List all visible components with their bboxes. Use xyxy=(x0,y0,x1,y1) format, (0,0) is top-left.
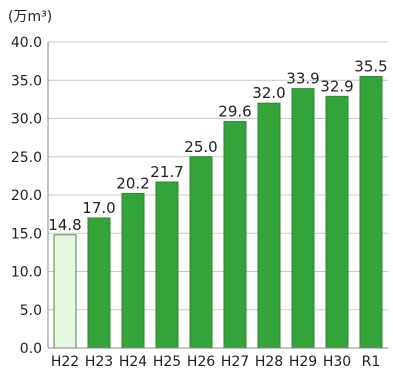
bar-value-label: 32.0 xyxy=(252,84,285,102)
y-tick-label: 15.0 xyxy=(11,226,42,242)
y-tick-label: 35.0 xyxy=(11,73,42,89)
bar-value-label: 29.6 xyxy=(218,103,251,121)
bar-h24 xyxy=(121,192,145,349)
bar-value-label: 20.2 xyxy=(116,174,149,192)
bar-value-label: 33.9 xyxy=(286,70,319,88)
y-tick-label: 30.0 xyxy=(11,112,42,128)
x-category-label: H22 xyxy=(51,354,79,370)
y-tick-label: 40.0 xyxy=(11,35,42,51)
bar-value-label: 35.5 xyxy=(354,57,387,75)
bar-value-label: 32.9 xyxy=(320,77,353,95)
bar-value-label: 17.0 xyxy=(82,199,115,217)
x-category-label: H24 xyxy=(119,354,147,370)
bar-value-label: 25.0 xyxy=(184,138,217,156)
bar-value-label: 14.8 xyxy=(48,216,81,234)
y-tick-label: 20.0 xyxy=(11,188,42,204)
y-tick-label: 10.0 xyxy=(11,265,42,281)
bar-h27 xyxy=(223,121,247,349)
x-category-label: H30 xyxy=(323,354,351,370)
bar-value-label: 21.7 xyxy=(150,163,183,181)
y-unit-label: (万m³) xyxy=(8,9,53,25)
x-category-label: H29 xyxy=(289,354,317,370)
bar-h28 xyxy=(257,102,281,349)
bar-h29 xyxy=(291,88,315,349)
y-tick-label: 0.0 xyxy=(20,341,42,357)
bar-h23 xyxy=(87,217,111,349)
x-category-label: H28 xyxy=(255,354,283,370)
x-category-label: H26 xyxy=(187,354,215,370)
y-tick-label: 5.0 xyxy=(20,303,42,319)
x-category-label: R1 xyxy=(362,354,381,370)
bar-h30 xyxy=(325,95,349,349)
bar-h26 xyxy=(189,156,213,349)
x-category-label: H23 xyxy=(85,354,113,370)
bar-r1 xyxy=(359,75,383,349)
x-category-label: H25 xyxy=(153,354,181,370)
bar-h22 xyxy=(53,234,77,349)
y-tick-label: 25.0 xyxy=(11,150,42,166)
x-category-label: H27 xyxy=(221,354,249,370)
bar-h25 xyxy=(155,181,179,349)
